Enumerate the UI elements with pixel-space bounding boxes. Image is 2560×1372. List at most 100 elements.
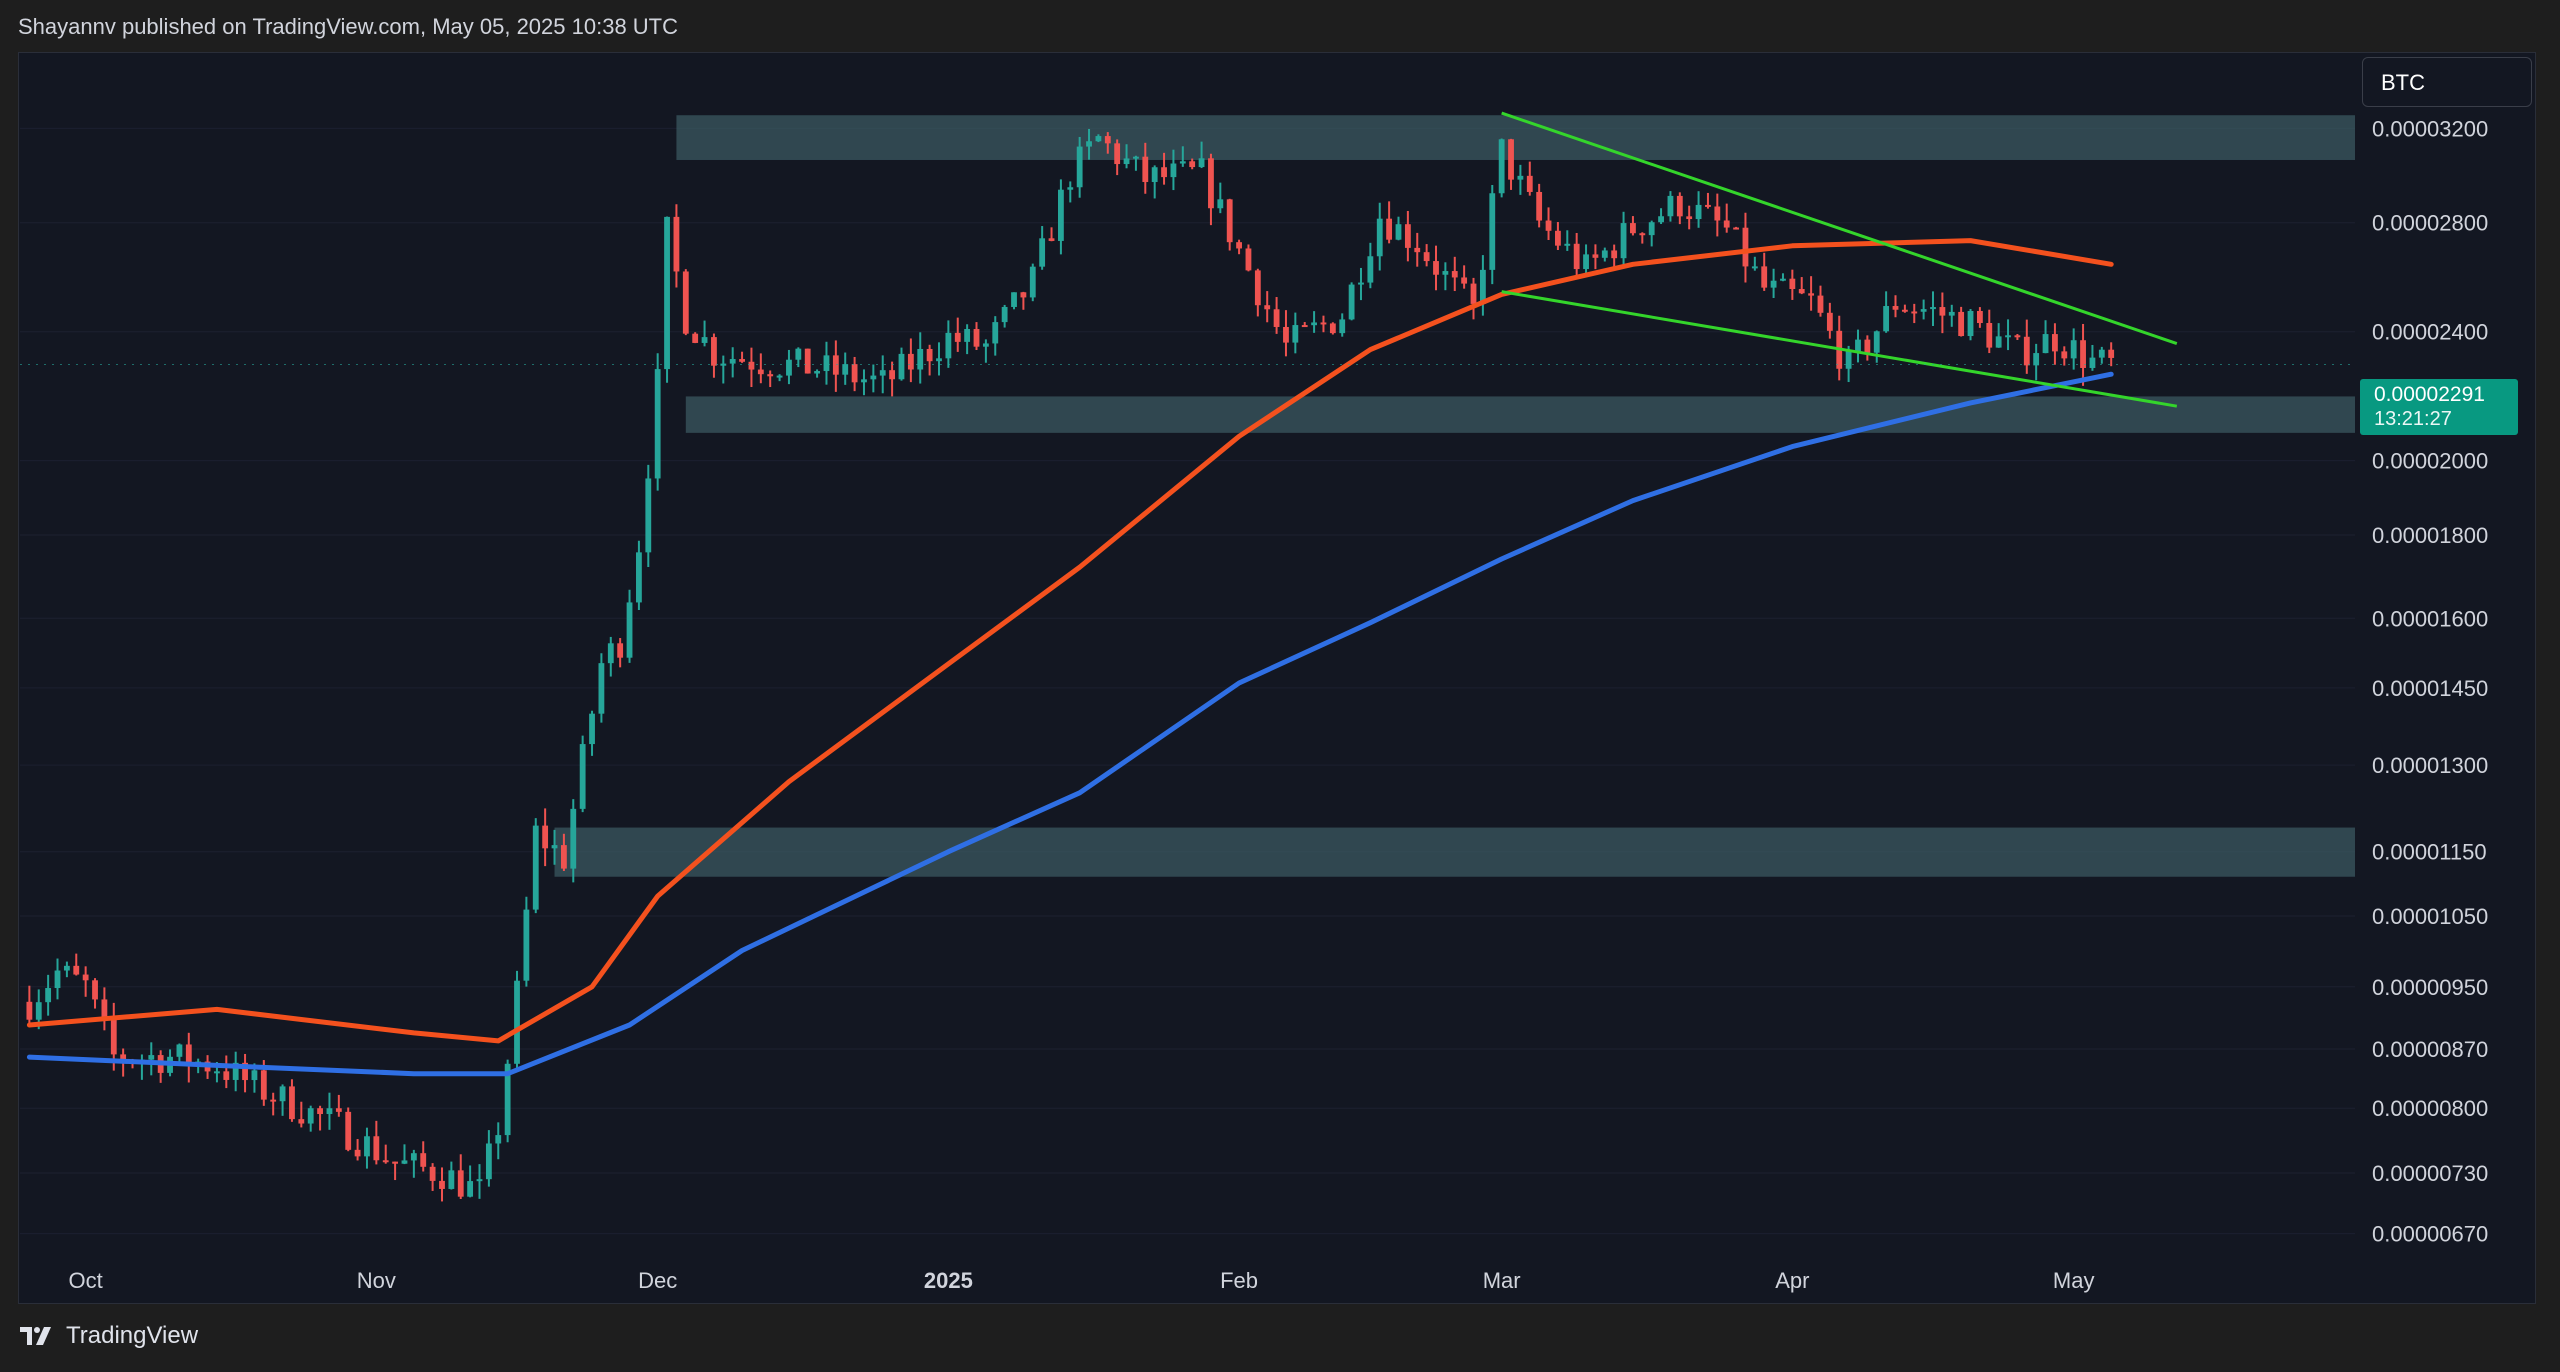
candle-body (1142, 156, 1149, 183)
candle-body (176, 1044, 183, 1057)
candle-body (1555, 230, 1561, 246)
candle-body (439, 1180, 445, 1189)
candle-body (514, 980, 520, 1064)
candle-body (748, 361, 755, 370)
candle-body (823, 355, 830, 372)
candle-body (1217, 199, 1224, 209)
candle-body (1930, 307, 1936, 310)
candle-body (786, 359, 792, 376)
candle-body (1423, 252, 1430, 262)
candle-body (917, 348, 924, 370)
candle-body (373, 1136, 380, 1161)
ma-fast-line (26, 238, 2114, 1044)
price-tick-label: 0.00002800 (2372, 211, 2488, 236)
symbol-legend[interactable]: BTC (2362, 57, 2532, 107)
candle-body (1536, 191, 1543, 221)
candle-body (335, 1108, 342, 1112)
time-tick-label: Oct (69, 1268, 103, 1293)
candle-body (1761, 266, 1768, 288)
candle-body (120, 1054, 127, 1062)
candle-body (1630, 223, 1636, 234)
candle-body (1686, 216, 1693, 220)
candle-body (1442, 271, 1449, 275)
candle-body (1001, 306, 1008, 323)
candle-body (1639, 233, 1646, 236)
candle-body (110, 1018, 117, 1055)
candle-body (82, 974, 89, 981)
candle-body (1386, 218, 1393, 240)
candle-body (1658, 216, 1664, 223)
candle-body (92, 980, 98, 1000)
candle-body (1226, 199, 1233, 243)
candle-body (1479, 269, 1486, 304)
candle-body (1123, 158, 1130, 165)
price-tick-label: 0.00001600 (2372, 606, 2488, 631)
candle-body (1395, 224, 1402, 240)
price-zone (685, 396, 2355, 433)
candle-body (767, 374, 774, 377)
candle-body (2005, 335, 2011, 338)
candle-body (1864, 339, 1871, 353)
time-tick-label: Feb (1220, 1268, 1258, 1293)
candle-body (570, 808, 577, 869)
candle-body (542, 825, 549, 849)
candle-body (598, 663, 605, 714)
time-tick-label: 2025 (924, 1268, 973, 1293)
candle-body (1292, 325, 1299, 343)
price-tick-label: 0.00000870 (2372, 1037, 2488, 1062)
candle-body (1451, 271, 1458, 278)
candle-body (1958, 311, 1965, 337)
price-tick-label: 0.00001450 (2372, 676, 2488, 701)
chart-pane[interactable] (18, 52, 2536, 1304)
candle-body (1995, 336, 2002, 348)
tradingview-logo-icon (20, 1327, 51, 1345)
candle-body (1264, 305, 1271, 310)
candle-body (2089, 357, 2096, 368)
candle-body (645, 478, 652, 553)
candle-body (1648, 222, 1655, 236)
candle-body (720, 363, 727, 366)
candle-body (1714, 206, 1721, 221)
candle-body (1826, 312, 1833, 331)
candle-body (1742, 227, 1749, 267)
candle-body (1667, 195, 1674, 217)
footer-brand[interactable]: TradingView (18, 1322, 198, 1350)
candle-body (1404, 224, 1411, 248)
candle-body (45, 988, 52, 1003)
price-tick-label: 0.00001050 (2372, 904, 2488, 929)
candle-body (1770, 280, 1777, 288)
candle-body (2061, 351, 2068, 359)
candle-body (1508, 139, 1514, 180)
candle-body (1901, 309, 1908, 312)
candle-body (842, 364, 849, 375)
candle-body (279, 1086, 286, 1102)
candle-body (2080, 340, 2086, 368)
candle-body (1948, 311, 1955, 316)
candle-body (364, 1136, 370, 1157)
candle-body (2033, 353, 2040, 366)
candle-body (63, 965, 70, 971)
candle-body (1873, 331, 1880, 353)
candle-body (739, 359, 745, 362)
candle-body (476, 1179, 483, 1182)
candle-body (664, 216, 670, 370)
price-tick-label: 0.00000670 (2372, 1222, 2488, 1247)
candle-body (879, 370, 886, 376)
candle-body (617, 643, 624, 658)
candle-body (757, 369, 764, 375)
candle-body (1273, 309, 1280, 327)
candle-body (804, 348, 811, 374)
time-tick-label: May (2053, 1268, 2095, 1293)
candle-body (551, 845, 558, 849)
price-tick-label: 0.00000950 (2372, 975, 2488, 1000)
candle-body (2042, 334, 2049, 354)
candle-body (2052, 334, 2058, 352)
candle-body (1236, 242, 1242, 249)
candle-body (382, 1160, 389, 1163)
candle-body (401, 1160, 408, 1164)
candle-body (907, 353, 914, 370)
candle-body (1067, 187, 1074, 190)
candle-body (214, 1071, 220, 1074)
candle-body (54, 970, 61, 989)
